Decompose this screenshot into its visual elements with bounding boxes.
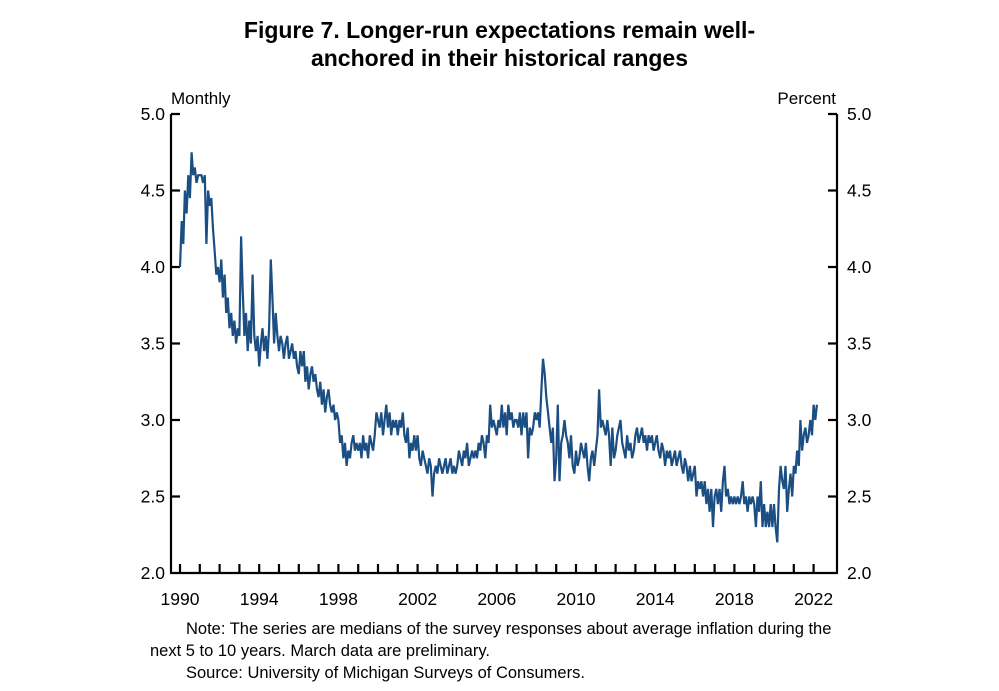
y-axis-label-right: 3.5 (847, 334, 871, 354)
axis-tick-labels: 5.0 5.0 4.5 4.5 4.0 4.0 3.5 3.5 3.0 3.0 2.5 2.5 2.0 2… (141, 104, 872, 609)
y-axis-label-left: 5.0 (141, 104, 166, 124)
figure-title: Figure 7. Longer-run expectations remain… (0, 16, 999, 72)
figure-title-line1: Figure 7. Longer-run expectations remain… (243, 17, 756, 43)
source-text: Source: University of Michigan Surveys o… (186, 664, 585, 682)
x-axis-label: 2018 (715, 589, 754, 609)
unit-label: Percent (777, 89, 836, 108)
y-axis-label-left: 3.0 (141, 410, 166, 430)
y-axis-label-left: 4.5 (141, 181, 165, 201)
x-axis-label: 2010 (557, 589, 596, 609)
x-axis-label: 2022 (794, 589, 833, 609)
y-axis-label-right: 3.0 (847, 410, 872, 430)
y-axis-label-left: 2.0 (141, 563, 166, 583)
x-axis-label: 1990 (161, 589, 200, 609)
note-text: Note: The series are medians of the surv… (150, 620, 832, 660)
y-axis-label-right: 2.0 (847, 563, 872, 583)
x-axis-label: 2014 (636, 589, 675, 609)
figure-title-line2: anchored in their historical ranges (310, 45, 689, 71)
chart-axes (169, 112, 839, 575)
y-axis-label-right: 4.0 (847, 257, 872, 277)
y-axis-label-left: 3.5 (141, 334, 165, 354)
x-axis-label: 2002 (398, 589, 437, 609)
x-axis-label: 1998 (319, 589, 358, 609)
inflation-expectations-line (178, 152, 818, 543)
y-axis-label-right: 2.5 (847, 487, 871, 507)
y-axis-label-left: 2.5 (141, 487, 165, 507)
frequency-label: Monthly (171, 89, 231, 108)
y-axis-label-left: 4.0 (141, 257, 166, 277)
figure-notes: Note: The series are medians of the surv… (150, 618, 856, 684)
y-axis-label-right: 4.5 (847, 181, 871, 201)
x-axis-label: 2006 (477, 589, 516, 609)
y-axis-label-right: 5.0 (847, 104, 872, 124)
x-axis-label: 1994 (240, 589, 279, 609)
